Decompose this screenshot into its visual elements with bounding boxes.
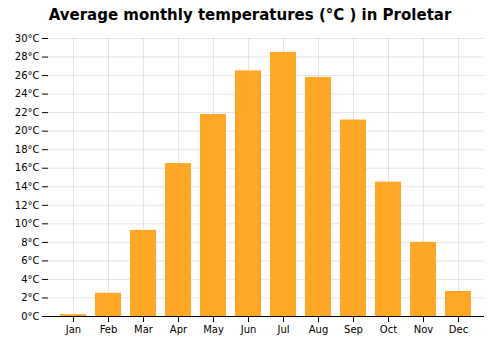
- svg-text:Sep: Sep: [344, 324, 363, 335]
- svg-text:22°C: 22°C: [15, 107, 40, 118]
- svg-text:16°C: 16°C: [15, 162, 40, 173]
- svg-text:0°C: 0°C: [21, 311, 39, 322]
- svg-text:Aug: Aug: [309, 324, 329, 335]
- svg-text:6°C: 6°C: [21, 255, 39, 266]
- svg-text:Apr: Apr: [170, 324, 188, 335]
- svg-text:2°C: 2°C: [21, 292, 39, 303]
- svg-text:20°C: 20°C: [15, 125, 40, 136]
- svg-text:Jun: Jun: [240, 324, 257, 335]
- svg-text:Feb: Feb: [100, 324, 118, 335]
- svg-text:Dec: Dec: [449, 324, 468, 335]
- svg-text:30°C: 30°C: [15, 33, 40, 44]
- svg-text:28°C: 28°C: [15, 51, 40, 62]
- svg-text:May: May: [203, 324, 224, 335]
- svg-text:Jul: Jul: [276, 324, 289, 335]
- html-text:Average monthly temperatures (: Average monthly temperatures (°C ) in Pr…: [48, 6, 452, 24]
- svg-text:14°C: 14°C: [15, 181, 40, 192]
- svg-text:Oct: Oct: [380, 324, 397, 335]
- svg-text:Mar: Mar: [134, 324, 154, 335]
- svg-text:Nov: Nov: [414, 324, 434, 335]
- svg-text:10°C: 10°C: [15, 218, 40, 229]
- svg-text:8°C: 8°C: [21, 237, 39, 248]
- svg-text:4°C: 4°C: [21, 274, 39, 285]
- svg-text:18°C: 18°C: [15, 144, 40, 155]
- svg-text:26°C: 26°C: [15, 70, 40, 81]
- svg-text:Jan: Jan: [65, 324, 81, 335]
- svg-text:12°C: 12°C: [15, 200, 40, 211]
- svg-text:24°C: 24°C: [15, 88, 40, 99]
